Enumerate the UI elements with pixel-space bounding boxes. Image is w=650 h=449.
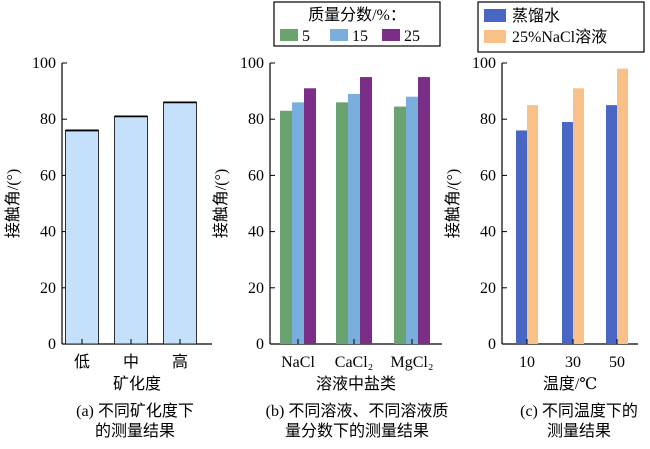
panel-caption-line: (a) 不同矿化度下 bbox=[76, 402, 194, 420]
y-axis-label: 接触角/(°) bbox=[4, 169, 22, 239]
x-tick-label: 低 bbox=[74, 353, 90, 371]
bar bbox=[418, 77, 430, 345]
bar bbox=[516, 130, 527, 344]
y-tick-label: 100 bbox=[472, 55, 496, 72]
legend-box bbox=[273, 1, 441, 47]
legend-swatch bbox=[330, 29, 348, 41]
bar bbox=[562, 122, 573, 344]
y-axis-label: 接触角/(°) bbox=[444, 169, 462, 239]
x-tick-label: NaCl bbox=[281, 354, 315, 371]
legend-swatch bbox=[484, 30, 506, 43]
legend-title: 质量分数/%： bbox=[308, 6, 406, 24]
y-tick-label: 40 bbox=[40, 224, 56, 241]
x-tick-label: 中 bbox=[123, 353, 139, 371]
x-tick-label: CaCl₂ bbox=[335, 354, 373, 371]
bar bbox=[394, 106, 406, 345]
bar bbox=[65, 130, 99, 345]
bar bbox=[163, 101, 197, 345]
y-tick-label: 20 bbox=[40, 280, 56, 297]
x-axis-label: 溶液中盐类 bbox=[316, 375, 396, 393]
bar bbox=[573, 88, 584, 344]
y-tick-label: 100 bbox=[32, 55, 56, 72]
y-tick-label: 40 bbox=[480, 224, 496, 241]
bar bbox=[406, 96, 418, 344]
bar bbox=[617, 68, 628, 345]
x-tick-label: MgCl₂ bbox=[391, 354, 434, 371]
bar bbox=[336, 102, 348, 344]
panel-caption-line: (c) 不同温度下的 bbox=[520, 402, 638, 420]
y-tick-label: 80 bbox=[40, 111, 56, 128]
x-tick-label: 30 bbox=[565, 354, 581, 371]
y-tick-label: 20 bbox=[480, 280, 496, 297]
x-axis-label: 矿化度 bbox=[113, 375, 161, 393]
y-axis-label: 接触角/(°) bbox=[212, 169, 230, 239]
panel-caption-line: 量分数下的测量结果 bbox=[285, 422, 429, 440]
y-tick-label: 80 bbox=[248, 111, 264, 128]
y-tick-label: 40 bbox=[248, 224, 264, 241]
y-tick-label: 20 bbox=[248, 280, 264, 297]
bar bbox=[114, 115, 148, 345]
bar bbox=[606, 105, 617, 345]
y-tick-label: 60 bbox=[480, 167, 496, 184]
legend-label: 25%NaCl溶液 bbox=[512, 28, 607, 46]
x-tick-label: 10 bbox=[519, 354, 535, 371]
legend-swatch bbox=[280, 29, 298, 41]
legend-label: 蒸馏水 bbox=[512, 7, 560, 25]
legend-label: 15 bbox=[352, 28, 368, 45]
bar bbox=[304, 88, 316, 344]
x-tick-label: 50 bbox=[609, 354, 625, 371]
y-tick-label: 60 bbox=[248, 167, 264, 184]
legend-swatch bbox=[382, 29, 400, 41]
bar bbox=[527, 105, 538, 345]
legend-label: 25 bbox=[404, 28, 420, 45]
bar bbox=[292, 102, 304, 344]
y-tick-label: 0 bbox=[488, 336, 496, 353]
legend-label: 5 bbox=[302, 28, 310, 45]
y-tick-label: 100 bbox=[240, 55, 264, 72]
panel-caption-line: (b) 不同溶液、不同溶液质 bbox=[266, 402, 449, 420]
bar bbox=[348, 93, 360, 344]
bar bbox=[280, 110, 292, 345]
legend-swatch bbox=[484, 9, 506, 22]
y-tick-label: 60 bbox=[40, 167, 56, 184]
panel-caption-line: 的测量结果 bbox=[95, 422, 175, 440]
y-tick-label: 80 bbox=[480, 111, 496, 128]
panel-caption-line: 测量结果 bbox=[547, 422, 611, 440]
bar bbox=[360, 77, 372, 345]
y-tick-label: 0 bbox=[256, 336, 264, 353]
y-tick-label: 0 bbox=[48, 336, 56, 353]
x-axis-label: 温度/℃ bbox=[543, 375, 597, 393]
x-tick-label: 高 bbox=[172, 353, 188, 371]
